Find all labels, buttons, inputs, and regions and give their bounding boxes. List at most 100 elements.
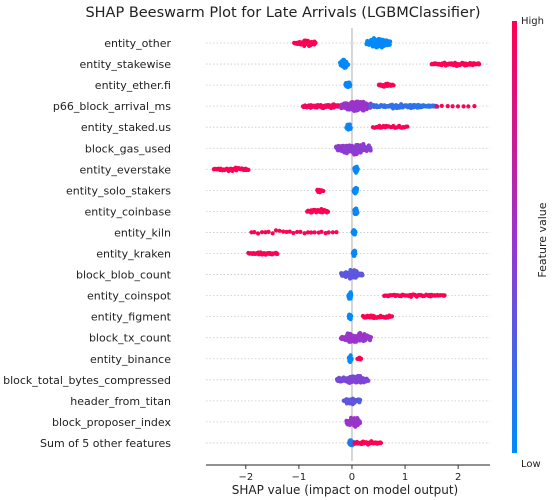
beeswarm-point <box>349 357 354 362</box>
beeswarm-point <box>442 293 447 298</box>
beeswarm-point <box>270 231 275 236</box>
beeswarm-point <box>472 104 477 109</box>
colorbar-title: Feature value <box>536 202 549 277</box>
colorbar-low-label: Low <box>521 459 541 470</box>
beeswarm-point <box>358 397 363 403</box>
feature-label: entity_kraken <box>96 248 171 261</box>
beeswarm-point <box>313 40 318 45</box>
feature-row-points <box>347 438 383 448</box>
beeswarm-point <box>266 229 271 234</box>
feature-label: entity_solo_stakers <box>66 184 171 197</box>
feature-label: block_total_bytes_compressed <box>3 374 171 387</box>
x-tick-label: −1 <box>292 472 307 483</box>
feature-row-points <box>300 99 477 113</box>
x-tick-label: 1 <box>402 472 408 483</box>
beeswarm-point <box>445 104 450 109</box>
feature-label: Sum of 5 other features <box>40 437 171 450</box>
beeswarm-point <box>334 230 339 235</box>
feature-label: p66_block_arrival_ms <box>53 100 171 113</box>
feature-row-points <box>344 122 410 132</box>
feature-row-points <box>346 312 395 322</box>
beeswarm-point <box>455 104 461 109</box>
colorbar-high-label: High <box>521 16 544 27</box>
feature-label: block_blob_count <box>76 269 172 282</box>
feature-label: entity_stakewise <box>79 58 171 71</box>
beeswarm-point <box>358 331 363 336</box>
beeswarm-point <box>275 251 280 257</box>
beeswarm-point <box>466 104 471 109</box>
feature-label: entity_figment <box>91 311 172 324</box>
beeswarm-point <box>252 230 257 235</box>
feature-row-points <box>305 206 360 217</box>
beeswarm-point <box>312 230 317 235</box>
beeswarm-point <box>378 440 383 445</box>
beeswarm-point <box>354 210 359 215</box>
feature-row-points <box>343 80 396 90</box>
beeswarm-point <box>348 315 353 320</box>
beeswarm-point <box>348 126 353 131</box>
beeswarm-point <box>345 62 351 67</box>
feature-label: header_from_titan <box>70 395 171 408</box>
colorbar-gradient <box>512 21 517 453</box>
beeswarm-point <box>357 420 362 425</box>
feature-row-points <box>315 185 360 196</box>
beeswarm-point <box>360 273 365 278</box>
beeswarm-point <box>450 104 455 109</box>
beeswarm-point <box>353 230 358 235</box>
x-tick-label: −2 <box>238 472 253 483</box>
feature-row-points <box>211 164 360 175</box>
beeswarm-point <box>330 230 335 235</box>
feature-labels: entity_other entity_stakewise entity_ether… <box>3 37 172 450</box>
feature-row-points <box>346 290 447 301</box>
beeswarm-point <box>305 230 311 235</box>
colorbar: High Low Feature value <box>512 16 549 470</box>
feature-row-points <box>346 353 364 364</box>
beeswarm-point <box>281 229 286 234</box>
feature-row-points <box>333 141 373 157</box>
feature-label: entity_coinbase <box>85 205 172 218</box>
feature-label: entity_other <box>104 37 171 50</box>
beeswarm-point <box>246 167 251 172</box>
feature-label: entity_everstake <box>79 163 171 176</box>
beeswarm-point <box>352 251 357 256</box>
beeswarm-point <box>326 230 331 235</box>
feature-label: entity_coinspot <box>87 290 172 303</box>
beeswarm-point <box>273 228 279 233</box>
x-tick-label: 2 <box>455 472 461 483</box>
feature-label: entity_staked.us <box>81 121 171 134</box>
feature-label: entity_kiln <box>114 226 171 239</box>
beeswarm-point <box>309 230 314 235</box>
beeswarm-point <box>277 228 282 233</box>
beeswarm-point <box>439 103 444 108</box>
beeswarm-point <box>461 104 466 109</box>
beeswarm-point <box>325 209 331 214</box>
feature-label: block_gas_used <box>85 142 171 155</box>
beeswarm-point <box>287 229 292 234</box>
feature-row-points <box>339 268 365 281</box>
beeswarm-point <box>368 146 373 152</box>
beeswarm-point <box>259 230 265 235</box>
beeswarm-point <box>348 82 353 87</box>
beeswarm-point <box>477 62 482 67</box>
beeswarm-point <box>391 83 396 88</box>
beeswarm-point <box>298 229 303 235</box>
beeswarm-point <box>355 166 360 172</box>
feature-label: block_proposer_index <box>52 416 171 429</box>
beeswarm-point <box>358 356 364 361</box>
beeswarm-point <box>255 231 261 236</box>
beeswarm-point <box>319 229 324 234</box>
beeswarm-point <box>387 39 393 44</box>
beeswarm-point <box>291 230 296 236</box>
feature-label: entity_binance <box>90 353 171 366</box>
beeswarm-point <box>295 229 300 235</box>
feature-row-points <box>338 331 374 344</box>
beeswarm-point <box>405 124 410 129</box>
feature-row-points <box>292 36 393 50</box>
beeswarm-point <box>354 188 359 193</box>
beeswarm-point <box>348 292 353 297</box>
x-axis-label: SHAP value (impact on model output) <box>232 483 459 497</box>
feature-row-points <box>249 228 358 237</box>
beeswarm-point <box>284 229 289 235</box>
beeswarm-point <box>321 188 326 194</box>
